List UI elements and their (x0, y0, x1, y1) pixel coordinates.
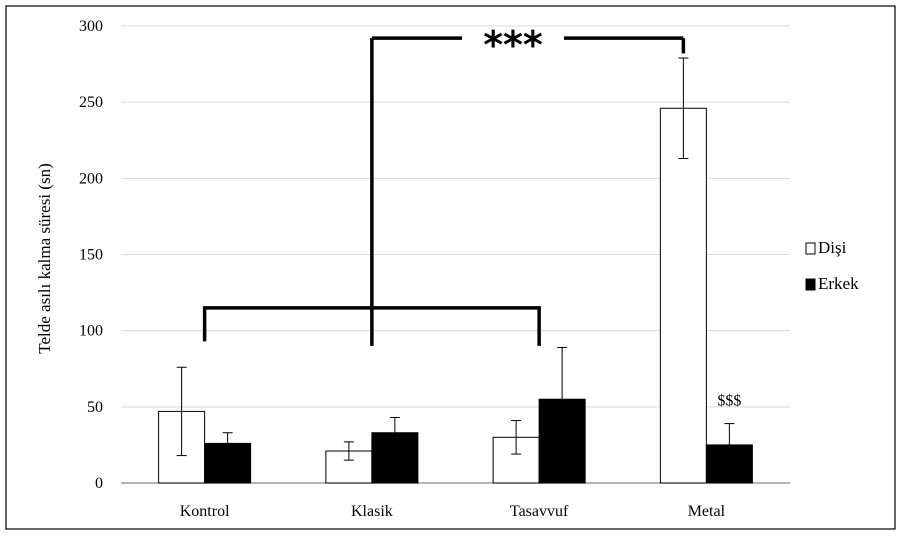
bar (659, 107, 707, 484)
legend-swatch (805, 278, 816, 291)
y-tick-label: 200 (79, 170, 103, 187)
y-tick-label: 50 (87, 399, 103, 416)
legend-label: Erkek (818, 274, 859, 293)
x-tick-label: Metal (688, 503, 726, 520)
y-axis-label: Telde asılı kalma süresi (sn) (35, 163, 54, 353)
significance-label: *** (483, 23, 543, 67)
y-tick-label: 100 (79, 323, 103, 340)
y-tick-label: 0 (95, 475, 103, 492)
y-tick-label: 300 (79, 18, 103, 35)
legend-swatch (805, 242, 816, 255)
metal-erkek-annotation: $$$ (717, 392, 741, 409)
y-tick-label: 250 (79, 94, 103, 111)
chart-frame (5, 5, 896, 530)
x-tick-label: Tasavvuf (510, 503, 569, 520)
x-tick-label: Klasik (351, 503, 393, 520)
legend-label: Dişi (818, 238, 847, 257)
y-tick-label: 150 (79, 247, 103, 264)
x-tick-label: Kontrol (180, 503, 230, 520)
